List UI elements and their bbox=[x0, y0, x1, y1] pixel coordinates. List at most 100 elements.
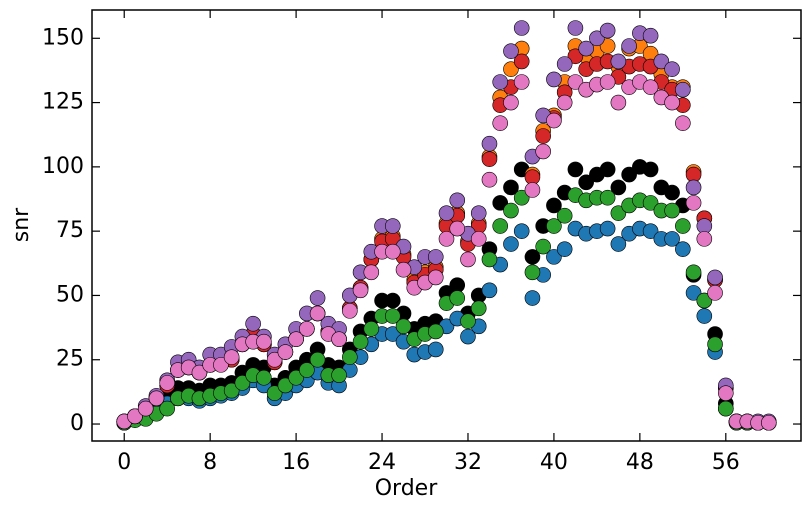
point bbox=[342, 303, 358, 319]
point bbox=[546, 71, 562, 88]
point bbox=[535, 238, 551, 255]
point bbox=[685, 264, 702, 281]
point bbox=[384, 218, 401, 234]
point bbox=[449, 290, 466, 306]
y-tick-label: 50 bbox=[56, 282, 84, 307]
point bbox=[599, 189, 616, 206]
point bbox=[309, 351, 326, 368]
point bbox=[470, 300, 487, 317]
point bbox=[664, 94, 680, 111]
point bbox=[696, 308, 713, 324]
point bbox=[470, 231, 487, 247]
point bbox=[556, 94, 573, 111]
point bbox=[675, 218, 691, 234]
point bbox=[481, 135, 498, 152]
x-tick-label: 40 bbox=[540, 450, 568, 475]
point bbox=[299, 321, 315, 337]
point bbox=[277, 344, 294, 360]
point bbox=[503, 202, 519, 219]
point bbox=[599, 161, 616, 178]
point bbox=[524, 182, 541, 198]
point bbox=[481, 151, 498, 167]
point bbox=[556, 207, 573, 224]
point bbox=[578, 174, 594, 191]
point bbox=[159, 375, 175, 391]
point bbox=[288, 331, 304, 347]
point bbox=[546, 218, 562, 234]
point bbox=[642, 27, 659, 44]
point bbox=[352, 333, 369, 350]
y-tick-label: 75 bbox=[56, 218, 84, 243]
point bbox=[513, 53, 530, 70]
point bbox=[567, 161, 584, 178]
x-tick-label: 32 bbox=[454, 450, 482, 475]
point bbox=[460, 328, 476, 345]
point bbox=[331, 331, 347, 347]
point bbox=[696, 231, 713, 247]
point bbox=[599, 220, 616, 237]
y-tick-label: 125 bbox=[42, 90, 84, 115]
point bbox=[492, 74, 509, 90]
point bbox=[567, 74, 584, 90]
point bbox=[599, 22, 616, 39]
point bbox=[299, 362, 315, 378]
point bbox=[535, 128, 551, 144]
point bbox=[653, 53, 670, 70]
point bbox=[503, 236, 519, 252]
point bbox=[610, 236, 627, 252]
point bbox=[621, 166, 637, 183]
point bbox=[503, 61, 519, 77]
point bbox=[384, 308, 401, 324]
point bbox=[492, 195, 509, 211]
point bbox=[513, 189, 530, 206]
point bbox=[234, 375, 251, 391]
x-tick-label: 8 bbox=[203, 450, 217, 475]
point bbox=[535, 143, 551, 160]
point bbox=[438, 231, 455, 247]
point bbox=[256, 369, 272, 386]
point bbox=[685, 179, 702, 196]
point bbox=[363, 264, 380, 281]
point bbox=[288, 369, 304, 386]
point bbox=[503, 179, 519, 196]
point bbox=[599, 74, 616, 90]
point bbox=[556, 241, 573, 257]
point bbox=[363, 321, 380, 337]
point bbox=[492, 218, 509, 234]
point bbox=[384, 243, 401, 260]
point bbox=[427, 269, 444, 286]
point bbox=[546, 112, 562, 129]
point bbox=[223, 349, 240, 365]
point bbox=[395, 318, 412, 335]
point bbox=[696, 292, 713, 309]
point bbox=[481, 282, 498, 299]
point bbox=[309, 305, 326, 322]
point bbox=[223, 382, 240, 399]
x-tick-label: 0 bbox=[117, 450, 131, 475]
point bbox=[675, 115, 691, 131]
point bbox=[718, 400, 734, 417]
point bbox=[245, 315, 261, 332]
x-axis-label: Order bbox=[375, 476, 438, 501]
y-tick-label: 25 bbox=[56, 347, 84, 372]
point bbox=[159, 400, 175, 417]
point bbox=[685, 195, 702, 211]
y-tick-label: 100 bbox=[42, 154, 84, 179]
point bbox=[309, 290, 326, 306]
point bbox=[438, 205, 455, 221]
point bbox=[707, 269, 723, 286]
plot-frame bbox=[91, 9, 802, 442]
point bbox=[546, 197, 562, 214]
point bbox=[427, 323, 444, 340]
point bbox=[460, 313, 476, 329]
point bbox=[266, 385, 283, 401]
point bbox=[256, 333, 272, 350]
point bbox=[599, 38, 616, 54]
point bbox=[470, 205, 487, 221]
point bbox=[481, 171, 498, 188]
point bbox=[492, 115, 509, 131]
point bbox=[685, 285, 702, 301]
point bbox=[524, 290, 541, 306]
point bbox=[277, 377, 294, 394]
